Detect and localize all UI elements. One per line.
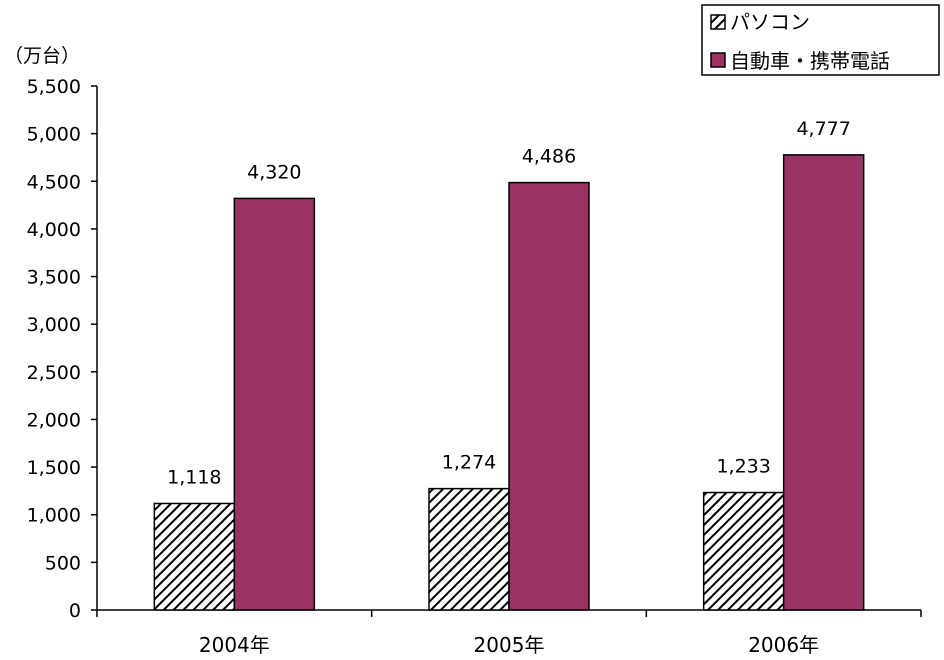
data-label: 1,274 <box>442 452 496 474</box>
y-tick-label: 500 <box>45 552 81 574</box>
bar-auto-mobile <box>508 181 590 611</box>
data-label: 4,320 <box>247 161 301 183</box>
legend: パソコン 自動車・携帯電話 <box>701 4 940 76</box>
x-category-label: 2006年 <box>748 633 819 657</box>
bar-auto-mobile <box>782 154 865 611</box>
y-tick-label: 2,000 <box>27 409 81 431</box>
legend-box <box>701 4 940 76</box>
y-tick-label: 5,500 <box>27 76 81 98</box>
legend-swatch-pc <box>710 14 726 30</box>
y-tick-label: 1,000 <box>27 505 81 527</box>
x-category-label: 2004年 <box>199 633 270 657</box>
bar-pc <box>428 487 510 611</box>
data-label: 4,486 <box>522 146 576 168</box>
bar-pc <box>702 491 785 611</box>
y-tick-label: 5,000 <box>27 124 81 146</box>
legend-label-auto-mobile: 自動車・携帯電話 <box>730 49 890 73</box>
legend-label-pc: パソコン <box>730 10 810 34</box>
y-tick-label: 3,000 <box>27 314 81 336</box>
y-unit-label: （万台） <box>4 45 80 67</box>
data-label: 4,777 <box>796 118 850 140</box>
x-category-label: 2005年 <box>474 633 545 657</box>
legend-swatch-auto-mobile <box>710 52 726 68</box>
y-tick-label: 4,000 <box>27 219 81 241</box>
plot-area: 0 500 1,000 1,500 2,000 2,500 3,000 3,500 4,000 4… <box>27 76 922 657</box>
data-label: 1,233 <box>716 456 770 478</box>
y-tick-label: 3,500 <box>27 267 81 289</box>
y-tick-label: 4,500 <box>27 171 81 193</box>
y-tick-label: 1,500 <box>27 457 81 479</box>
data-label: 1,118 <box>167 466 221 488</box>
y-tick-label: 2,500 <box>27 362 81 384</box>
bar-pc <box>153 502 236 611</box>
y-tick-label: 0 <box>69 600 81 622</box>
bar-auto-mobile <box>233 197 316 611</box>
